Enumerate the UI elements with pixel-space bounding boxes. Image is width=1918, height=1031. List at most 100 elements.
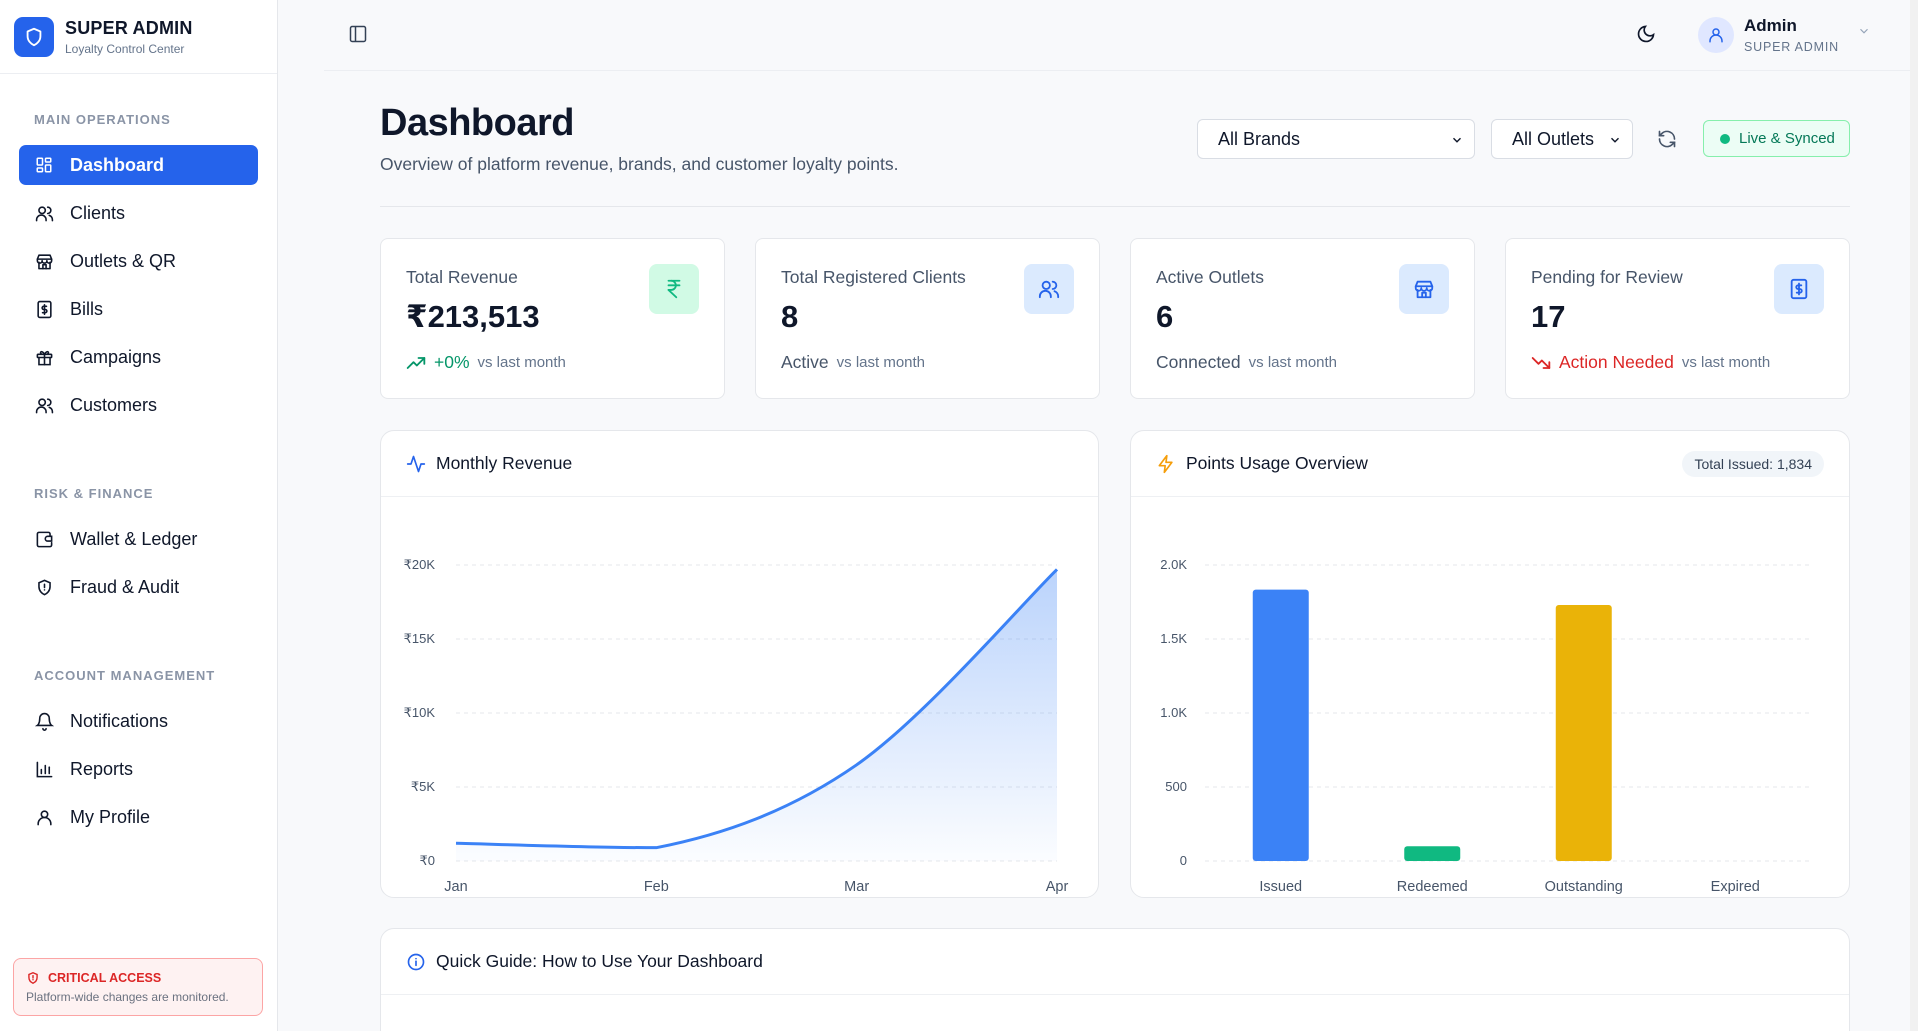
y-tick-label: ₹20K [404, 557, 436, 572]
quick-guide-panel: Quick Guide: How to Use Your Dashboard [380, 928, 1850, 1031]
kpi-value: 8 [781, 299, 799, 334]
sidebar: SUPER ADMIN Loyalty Control Center MAIN … [0, 0, 278, 1031]
y-tick-label: ₹0 [419, 853, 435, 868]
sidebar-toggle-icon[interactable] [348, 24, 370, 46]
brand-subtitle: Loyalty Control Center [65, 41, 185, 56]
kpi-label: Total Registered Clients [781, 267, 966, 287]
sidebar-item-wallet-ledger[interactable]: Wallet & Ledger [19, 519, 258, 559]
brand-select[interactable]: All Brands [1197, 119, 1475, 159]
chevron-down-icon [1857, 24, 1871, 38]
kpi-vs: vs last month [1248, 354, 1338, 371]
x-tick-label: Mar [844, 879, 869, 895]
x-tick-label: Issued [1259, 879, 1302, 895]
kpi-card-active-outlets: Active Outlets 6 Connected vs last month [1130, 238, 1475, 399]
kpi-label: Pending for Review [1531, 267, 1683, 287]
y-tick-label: ₹5K [411, 779, 436, 794]
scrollbar[interactable] [1910, 0, 1918, 1031]
guide-title: Quick Guide: How to Use Your Dashboard [436, 951, 763, 971]
chevron-down-icon [1608, 133, 1622, 147]
receipt-icon [34, 299, 54, 319]
trend-up-icon [406, 356, 426, 370]
grid-icon [34, 155, 54, 175]
dollar-receipt-icon [1774, 264, 1824, 314]
points-usage-chart: 0 500 1.0K 1.5K 2.0K Issued Redeemed Outstandin… [1160, 557, 1811, 895]
kpi-label: Active Outlets [1156, 267, 1264, 287]
sidebar-item-my-profile[interactable]: My Profile [19, 797, 258, 837]
sidebar-item-clients[interactable]: Clients [19, 193, 258, 233]
refresh-icon[interactable] [1657, 129, 1679, 151]
brand-title: SUPER ADMIN [65, 17, 193, 38]
sidebar-item-label: Wallet & Ledger [70, 528, 198, 549]
x-tick-label: Apr [1046, 879, 1069, 895]
avatar [1698, 17, 1734, 53]
critical-access-notice: CRITICAL ACCESS Platform-wide changes ar… [13, 958, 263, 1016]
page-title: Dashboard [380, 102, 574, 144]
bell-icon [34, 711, 54, 731]
gift-icon [34, 347, 54, 367]
y-tick-label: ₹15K [404, 631, 436, 646]
activity-icon [406, 454, 426, 474]
user-menu[interactable]: Admin SUPER ADMIN [1698, 10, 1871, 60]
points-usage-panel: Points Usage Overview Total Issued: 1,83… [1130, 430, 1850, 898]
x-tick-label: Redeemed [1397, 879, 1468, 895]
sidebar-item-label: Outlets & QR [70, 250, 177, 271]
page-subtitle: Overview of platform revenue, brands, an… [380, 154, 899, 174]
kpi-vs: vs last month [836, 354, 926, 371]
kpi-card-total-revenue: Total Revenue ₹213,513 +0% vs last month [380, 238, 725, 399]
store-icon [34, 251, 54, 271]
status-text: Live & Synced [1739, 130, 1835, 147]
user-name: Admin [1744, 16, 1797, 35]
shield-icon [34, 577, 54, 597]
kpi-trend: Action Needed [1559, 352, 1674, 372]
y-tick-label: 500 [1165, 779, 1187, 794]
revenue-line [455, 568, 1059, 850]
info-icon [406, 952, 426, 972]
kpi-label: Total Revenue [406, 267, 518, 287]
sidebar-item-outlets-qr[interactable]: Outlets & QR [19, 241, 258, 281]
kpi-trend: Connected [1156, 352, 1241, 372]
user-icon [34, 807, 54, 827]
x-tick-label: Outstanding [1545, 879, 1623, 895]
monthly-revenue-panel: Monthly Revenue ₹0 ₹5K ₹10K ₹15K ₹20K Jan Feb M… [380, 430, 1099, 898]
rupee-icon [649, 264, 699, 314]
kpi-card-pending-review: Pending for Review 17 Action Needed vs l… [1505, 238, 1850, 399]
users-icon [34, 203, 54, 223]
users-icon [34, 395, 54, 415]
bar-chart-icon [34, 759, 54, 779]
kpi-vs: vs last month [1681, 354, 1771, 371]
sidebar-item-reports[interactable]: Reports [19, 749, 258, 789]
sidebar-item-bills[interactable]: Bills [19, 289, 258, 329]
users-icon [1024, 264, 1074, 314]
divider [380, 206, 1850, 207]
bar [1252, 589, 1309, 861]
kpi-vs: vs last month [477, 354, 566, 371]
section-main-operations: MAIN OPERATIONS [34, 112, 171, 127]
critical-title: CRITICAL ACCESS [48, 971, 162, 985]
sidebar-item-label: Notifications [70, 710, 169, 731]
store-icon [1399, 264, 1449, 314]
sidebar-item-notifications[interactable]: Notifications [19, 701, 258, 741]
kpi-trend: Active [781, 352, 829, 372]
kpi-value: 17 [1531, 299, 1566, 334]
panel-title: Monthly Revenue [436, 453, 573, 473]
sidebar-item-label: Dashboard [70, 154, 165, 175]
section-risk-finance: RISK & FINANCE [34, 486, 154, 501]
total-issued-badge: Total Issued: 1,834 [1682, 451, 1824, 477]
user-role: SUPER ADMIN [1744, 40, 1839, 54]
y-tick-label: ₹10K [404, 705, 436, 720]
brand[interactable]: SUPER ADMIN Loyalty Control Center [0, 0, 277, 74]
moon-icon[interactable] [1636, 24, 1658, 46]
trend-down-icon [1531, 356, 1551, 370]
outlet-select[interactable]: All Outlets [1491, 119, 1633, 159]
sidebar-item-customers[interactable]: Customers [19, 385, 258, 425]
sidebar-item-campaigns[interactable]: Campaigns [19, 337, 258, 377]
section-account-management: ACCOUNT MANAGEMENT [34, 668, 216, 683]
y-tick-label: 2.0K [1160, 557, 1187, 572]
y-tick-label: 0 [1180, 853, 1187, 868]
lightning-icon [1156, 454, 1176, 474]
sidebar-item-dashboard[interactable]: Dashboard [19, 145, 258, 185]
y-tick-label: 1.0K [1160, 705, 1187, 720]
sidebar-item-fraud-audit[interactable]: Fraud & Audit [19, 567, 258, 607]
kpi-trend: +0% [434, 352, 470, 372]
sidebar-item-label: My Profile [70, 806, 151, 827]
